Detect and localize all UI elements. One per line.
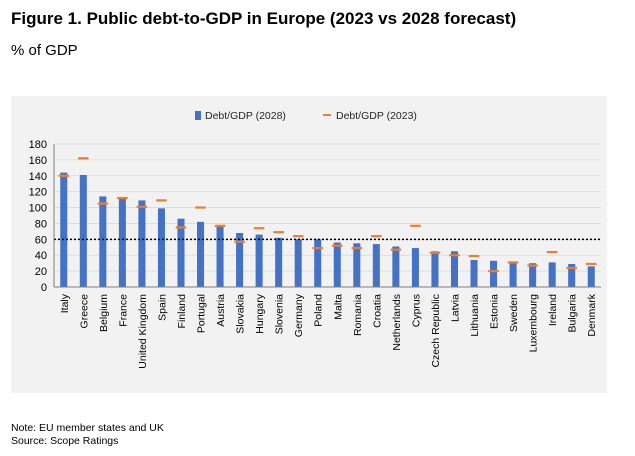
x-tick-label: United Kingdom [137,294,149,369]
x-tick-label: Bulgaria [567,294,579,333]
y-tick-label: 140 [29,171,47,183]
x-tick-label: Hungary [254,293,266,333]
x-tick-label: Portugal [196,294,208,333]
bar [216,225,224,287]
chart-subtitle: % of GDP [11,42,78,59]
x-tick-label: Greece [78,294,90,329]
x-tick-label: Netherlands [391,294,403,351]
bar [392,246,400,287]
gridlines [54,143,601,272]
x-tick-label: Austria [215,294,227,327]
x-tick-label: Estonia [489,294,501,329]
y-tick-label: 40 [35,250,47,262]
x-tick-label: Sweden [508,294,520,332]
x-tick-label: Finland [176,294,188,329]
y-tick-label: 60 [35,234,47,246]
bar [548,262,556,287]
x-tick-label: Malta [332,294,344,320]
x-tick-label: Belgium [98,294,110,332]
y-tick-label: 0 [41,282,47,294]
bar [587,266,595,287]
y-tick-label: 160 [29,155,47,167]
bar [470,259,478,287]
bar [157,208,165,287]
bar [353,243,361,287]
x-tick-label: Ireland [547,294,559,326]
legend: Debt/GDP (2028) Debt/GDP (2023) [195,110,417,122]
bar [275,237,283,287]
marker-series-2023 [58,157,597,273]
bar [60,172,68,287]
bar [372,244,380,287]
x-tick-label: Denmark [586,293,598,336]
x-tick-label: Germany [293,293,305,337]
x-tick-label: Latvia [449,294,461,322]
x-tick-label: Italy [59,293,71,313]
y-tick-label: 180 [29,139,47,151]
bar [509,261,517,287]
bar [236,232,244,287]
footnote-source: Source: Scope Ratings [11,435,119,447]
bar [314,239,322,287]
x-tick-label: Spain [156,294,168,321]
bar [79,174,87,287]
y-tick-label: 80 [35,218,47,230]
chart-plot: Debt/GDP (2028) Debt/GDP (2023) 0 20 40 60 8… [29,110,601,369]
legend-label-2023: Debt/GDP (2023) [336,110,417,122]
bar [450,251,458,287]
y-tick-label: 100 [29,203,47,215]
x-tick-label: Slovakia [235,294,247,334]
x-tick-label: Luxembourg [528,294,540,353]
x-tick-label: Lithuania [469,294,481,337]
legend-label-2028: Debt/GDP (2028) [205,110,286,122]
x-tick-label: Cyprus [410,294,422,327]
bar [138,200,146,287]
bar [197,221,205,287]
footnote-note: Note: EU member states and UK [11,422,164,434]
bar-series-2028 [60,172,595,287]
axes: 0 20 40 60 80 100 120 140 160 180 Italy Greece Belgi… [29,139,601,369]
legend-bar-swatch [195,111,201,120]
x-tick-label: Croatia [371,294,383,328]
bar [118,198,126,287]
bar [255,234,263,287]
x-tick-label: France [117,294,129,327]
x-tick-label: Poland [313,294,325,327]
bar [411,248,419,287]
bar [99,196,107,287]
bar [568,263,576,287]
bar [333,242,341,287]
bar [490,260,498,287]
y-tick-label: 20 [35,266,47,278]
x-tick-label: Czech Republic [430,294,442,368]
y-tick-label: 120 [29,187,47,199]
chart-title: Figure 1. Public debt-to-GDP in Europe (… [11,9,517,28]
bar [431,251,439,287]
x-tick-label: Slovenia [274,294,286,334]
chart-panel: Debt/GDP (2028) Debt/GDP (2023) 0 20 40 60 8… [11,96,607,393]
x-tick-label: Romania [352,294,364,336]
bar [294,239,302,287]
bar [529,263,537,287]
bar [177,218,185,287]
